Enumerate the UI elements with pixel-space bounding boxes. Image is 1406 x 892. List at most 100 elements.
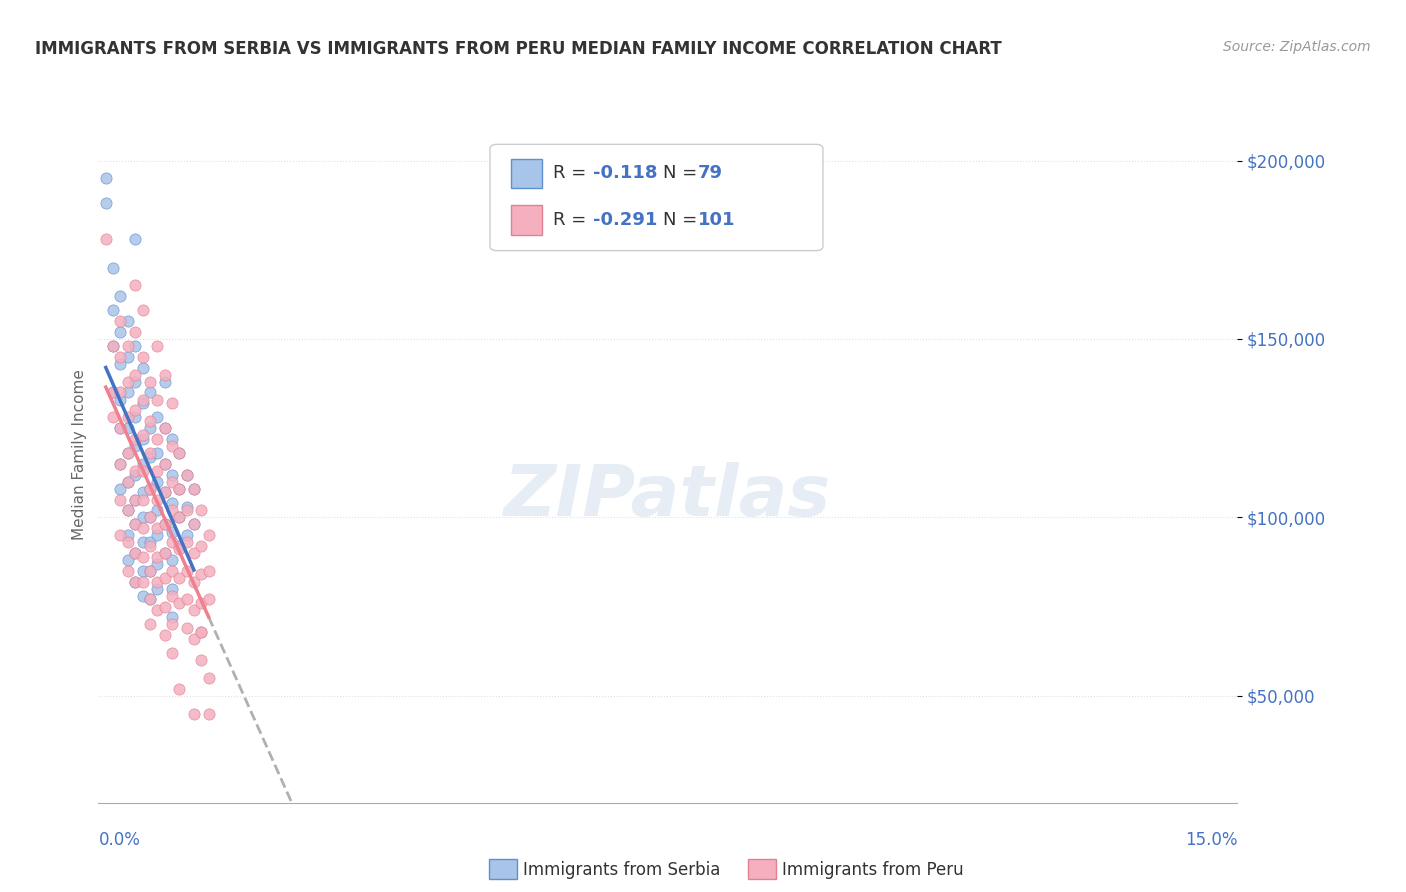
Point [160,589,183,603]
Point [167,446,190,460]
Point [167,482,190,496]
Point [146,446,169,460]
Point [160,582,183,596]
Point [176,467,198,482]
Point [131,492,153,507]
Point [183,482,205,496]
Point [139,617,162,632]
Point [167,542,190,557]
Point [139,385,162,400]
Point [167,482,190,496]
Point [117,385,139,400]
Text: R =: R = [554,211,592,229]
Point [131,457,153,471]
Point [167,510,190,524]
Point [117,503,139,517]
Point [124,546,146,560]
Point [160,617,183,632]
Point [190,567,212,582]
Point [124,375,146,389]
Point [167,539,190,553]
Point [139,592,162,607]
Text: ZIPatlas: ZIPatlas [505,462,831,531]
Point [139,375,162,389]
Point [139,421,162,435]
Text: N =: N = [664,211,703,229]
Point [160,475,183,489]
Point [146,557,169,571]
Point [110,325,132,339]
Point [117,528,139,542]
Point [183,546,205,560]
Point [153,599,176,614]
Point [117,314,139,328]
Point [160,610,183,624]
Point [153,368,176,382]
Point [160,496,183,510]
Text: 79: 79 [697,164,723,182]
Point [110,421,132,435]
Point [94,171,117,186]
Point [160,396,183,410]
Point [153,457,176,471]
Point [167,446,190,460]
Point [110,314,132,328]
Point [131,574,153,589]
Point [190,624,212,639]
Point [160,524,183,539]
Point [131,360,153,375]
Point [101,339,124,353]
Text: -0.118: -0.118 [593,164,657,182]
Point [94,232,117,246]
Point [131,392,153,407]
Point [110,350,132,364]
Point [124,325,146,339]
Point [139,446,162,460]
Point [153,546,176,560]
Point [183,706,205,721]
Point [131,432,153,446]
Point [117,503,139,517]
Point [190,539,212,553]
Point [146,339,169,353]
Point [139,450,162,464]
Point [124,517,146,532]
Point [139,510,162,524]
Point [146,549,169,564]
Point [190,503,212,517]
Point [117,339,139,353]
Text: -0.291: -0.291 [593,211,657,229]
Point [146,464,169,478]
Point [176,592,198,607]
Point [110,457,132,471]
Point [117,446,139,460]
Point [139,482,162,496]
Text: Immigrants from Peru: Immigrants from Peru [782,861,963,879]
Point [117,475,139,489]
Text: IMMIGRANTS FROM SERBIA VS IMMIGRANTS FROM PERU MEDIAN FAMILY INCOME CORRELATION : IMMIGRANTS FROM SERBIA VS IMMIGRANTS FRO… [35,40,1002,58]
Point [124,432,146,446]
Point [183,603,205,617]
Point [124,517,146,532]
Point [124,410,146,425]
Y-axis label: Median Family Income: Median Family Income [72,369,87,541]
Point [190,596,212,610]
Point [110,421,132,435]
Point [183,517,205,532]
Point [110,385,132,400]
Point [197,564,219,578]
Point [131,464,153,478]
Point [146,432,169,446]
Point [146,410,169,425]
Point [153,421,176,435]
Point [197,706,219,721]
Point [131,485,153,500]
Point [117,421,139,435]
Point [197,671,219,685]
Point [124,368,146,382]
Point [176,535,198,549]
Point [101,339,124,353]
Point [146,528,169,542]
Point [131,303,153,318]
Point [160,467,183,482]
